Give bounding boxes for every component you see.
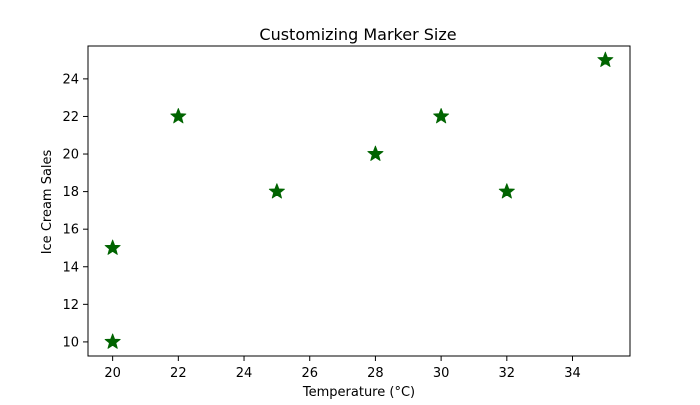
y-tick-label: 20	[62, 148, 79, 163]
x-tick-label: 24	[236, 366, 253, 381]
plot-frame	[87, 45, 631, 357]
x-tick-label: 34	[564, 366, 581, 381]
x-tick-label: 32	[499, 366, 516, 381]
chart-title: Customizing Marker Size	[259, 25, 456, 44]
data-point-star	[498, 183, 515, 199]
x-axis-label: Temperature (°C)	[302, 385, 415, 400]
x-tick-label: 22	[170, 366, 187, 381]
plot-area: 20 22 24 26 28 30 32 34 10 12 14 16 18 20 22 24	[62, 45, 631, 381]
data-point-star	[104, 239, 121, 255]
x-axis-ticks: 20 22 24 26 28 30 32 34	[104, 356, 581, 381]
y-axis-label: Ice Cream Sales	[40, 149, 55, 254]
y-tick-label: 10	[62, 335, 79, 350]
y-tick-label: 22	[62, 110, 79, 125]
y-tick-label: 18	[62, 185, 79, 200]
x-tick-label: 28	[367, 366, 384, 381]
data-point-star	[367, 145, 384, 161]
y-axis-ticks: 10 12 14 16 18 20 22 24	[62, 72, 88, 350]
y-tick-label: 12	[62, 298, 79, 313]
y-tick-label: 24	[62, 72, 79, 87]
data-point-star	[170, 108, 187, 124]
data-point-star	[268, 183, 285, 199]
y-tick-label: 16	[62, 223, 79, 238]
x-tick-label: 20	[104, 366, 121, 381]
x-tick-label: 30	[433, 366, 450, 381]
data-point-star	[433, 108, 450, 124]
data-markers	[104, 51, 614, 349]
data-point-star	[104, 333, 121, 349]
y-tick-label: 14	[62, 260, 79, 275]
data-point-star	[597, 51, 614, 67]
x-tick-label: 26	[301, 366, 318, 381]
